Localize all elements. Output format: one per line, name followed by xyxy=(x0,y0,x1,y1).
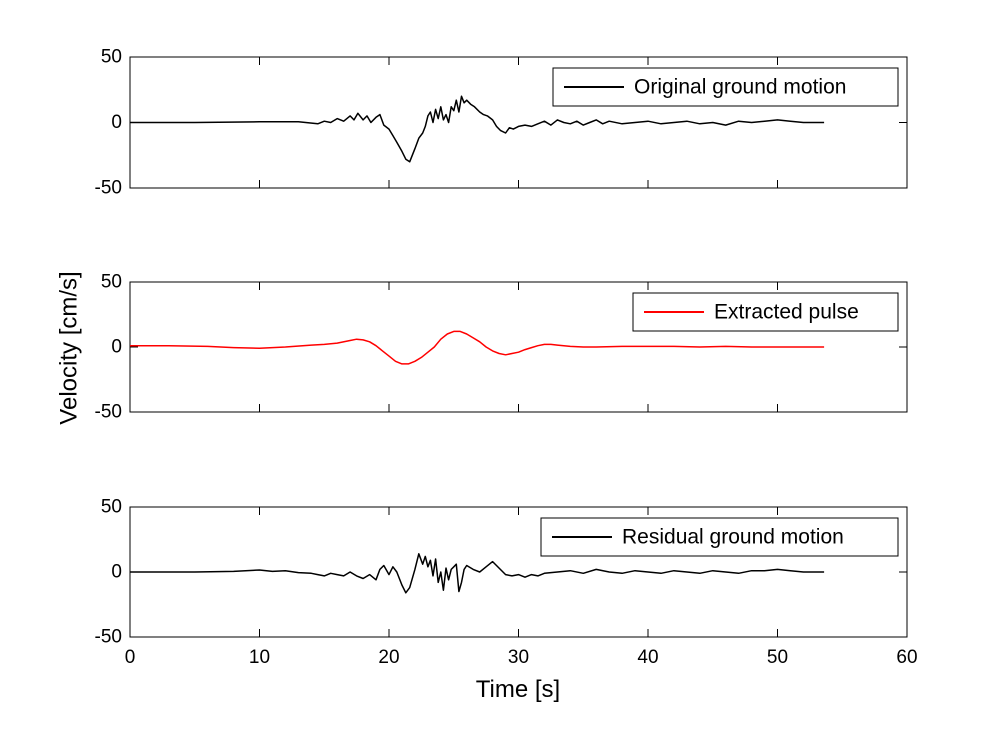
y-tick-label: 0 xyxy=(111,112,122,133)
y-tick-label: 0 xyxy=(111,562,122,583)
y-axis-title: Velocity [cm/s] xyxy=(55,271,82,424)
legend-label: Residual ground motion xyxy=(622,526,844,549)
x-tick-label: 0 xyxy=(125,647,136,668)
x-tick-label: 50 xyxy=(767,647,788,668)
y-tick-label: 50 xyxy=(101,497,122,518)
series-line-1 xyxy=(130,330,825,365)
x-tick-label: 40 xyxy=(637,647,658,668)
y-tick-label: 50 xyxy=(101,272,122,293)
legend-label: Extracted pulse xyxy=(714,301,859,324)
x-tick-label: 20 xyxy=(378,647,399,668)
series-line-1 xyxy=(130,95,825,163)
x-tick-label: 30 xyxy=(508,647,529,668)
y-tick-label: -50 xyxy=(95,627,122,648)
subplot-1: -50 0 50 Original ground motion xyxy=(95,47,908,199)
y-tick-label: -50 xyxy=(95,402,122,423)
series-line-1 xyxy=(130,553,825,594)
legend: Original ground motion xyxy=(552,67,899,107)
x-tick-label: 60 xyxy=(896,647,917,668)
y-tick-label: -50 xyxy=(95,178,122,199)
x-tick-label: 10 xyxy=(249,647,270,668)
y-tick-label: 0 xyxy=(111,337,122,358)
legend-label: Original ground motion xyxy=(634,76,846,99)
x-axis-title: Time [s] xyxy=(476,676,560,703)
y-tick-label: 50 xyxy=(101,47,122,68)
legend: Residual ground motion xyxy=(540,517,899,557)
legend: Extracted pulse xyxy=(632,292,899,332)
subplot-2: -50 0 50 Extracted pulse xyxy=(95,272,908,423)
